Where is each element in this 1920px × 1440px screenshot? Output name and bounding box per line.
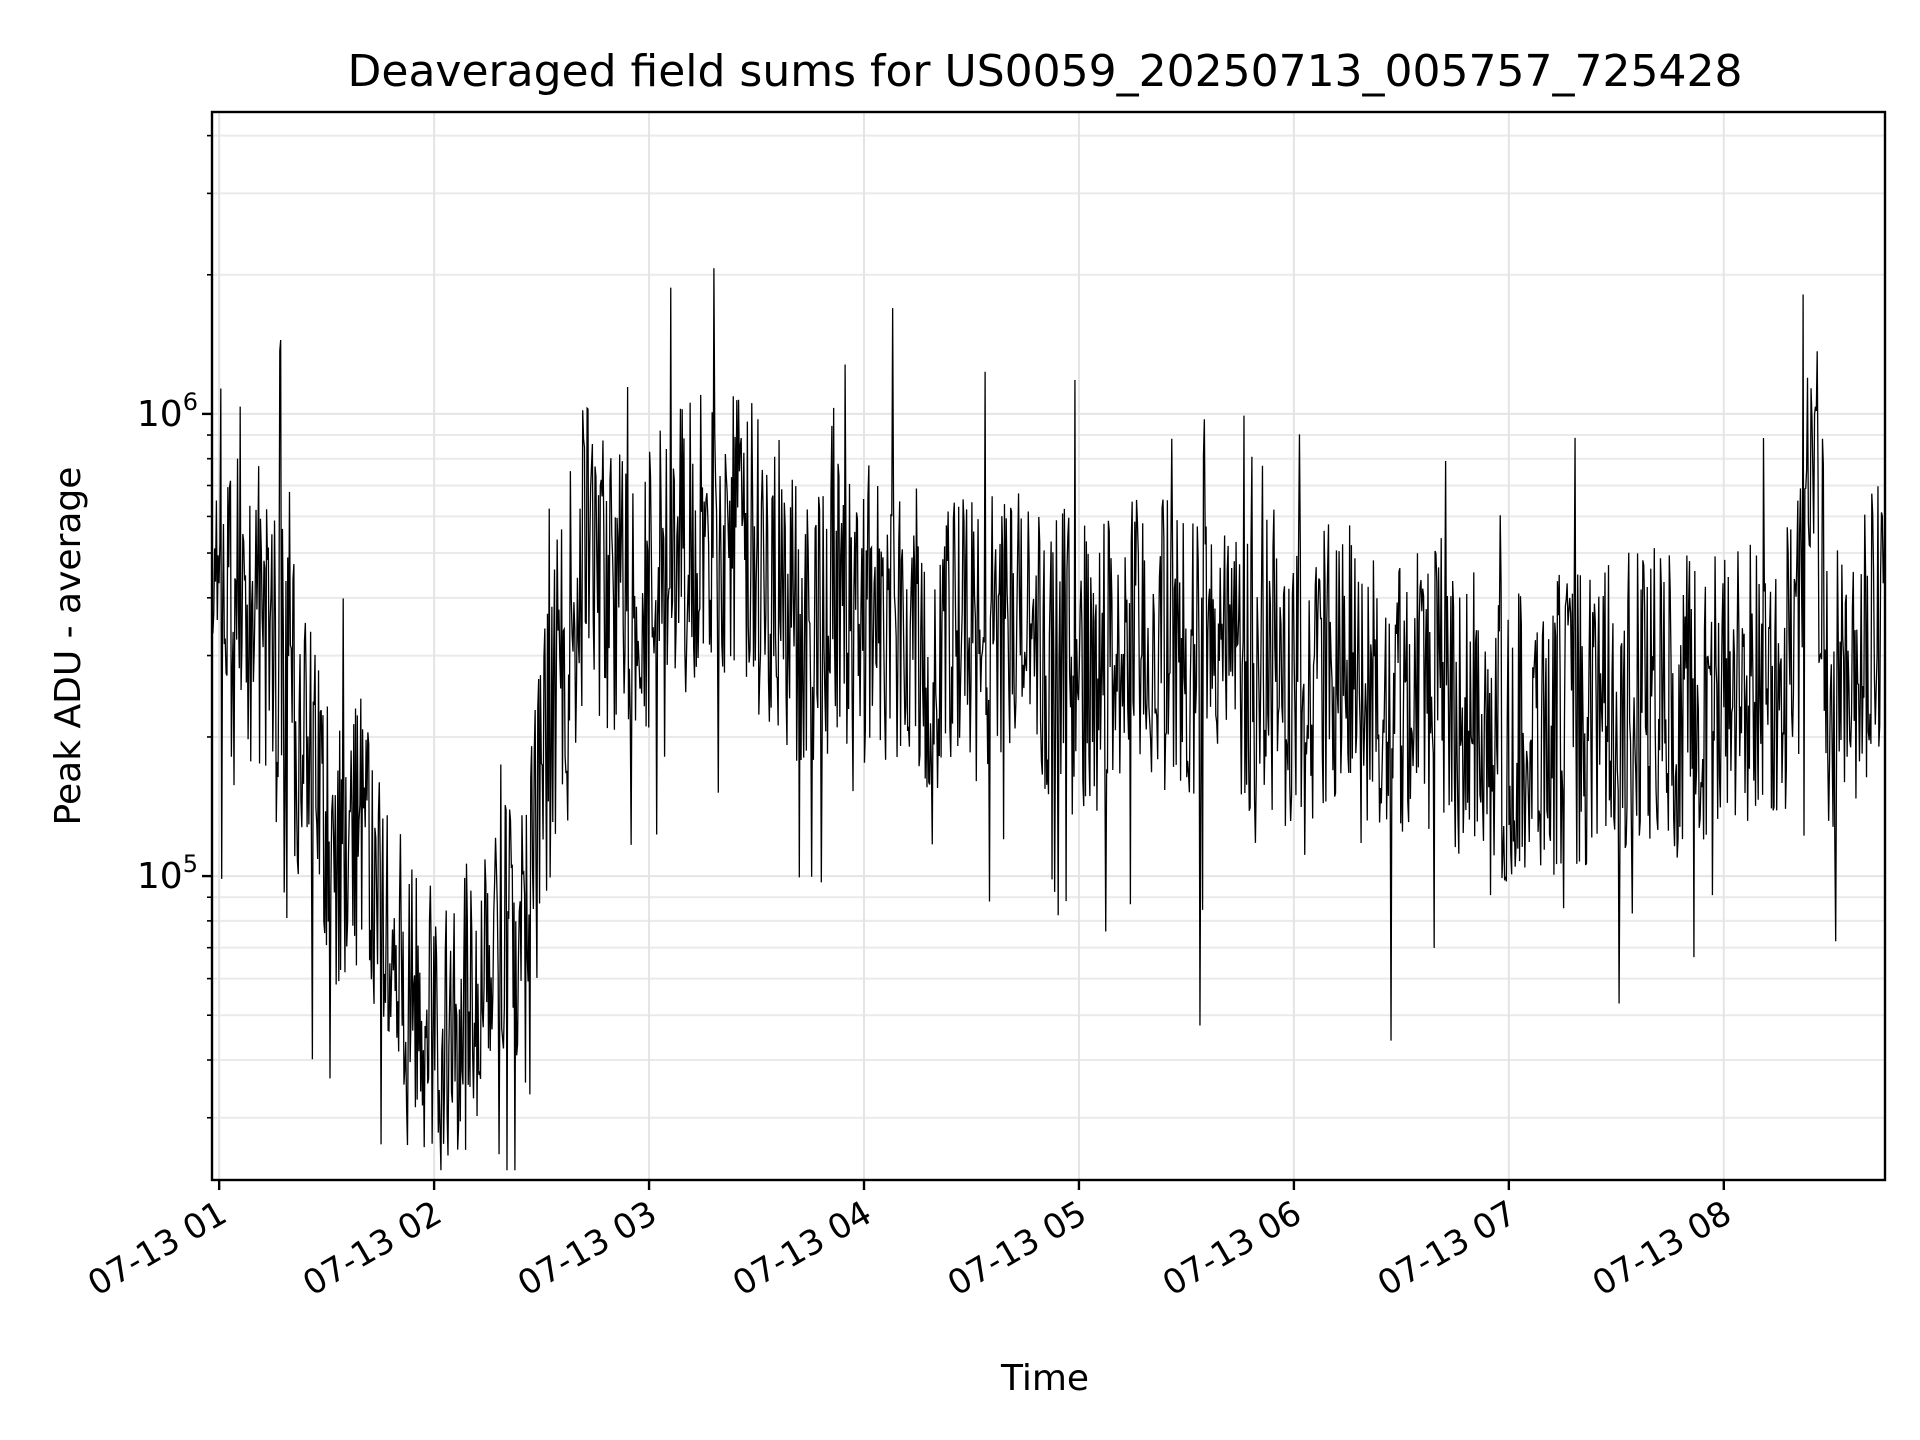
data-layer [211,268,1886,1171]
y-axis-label: Peak ADU - average [48,467,89,826]
chart-title: Deaveraged field sums for US0059_2025071… [348,46,1743,97]
y-axis: 105 106 [137,134,212,1119]
series-line [211,268,1886,1171]
plot-frame [210,110,1887,1182]
y-tick-label: 105 [137,850,198,897]
y-tick-label: 106 [137,388,198,435]
x-axis-label: Time [1000,1358,1089,1399]
